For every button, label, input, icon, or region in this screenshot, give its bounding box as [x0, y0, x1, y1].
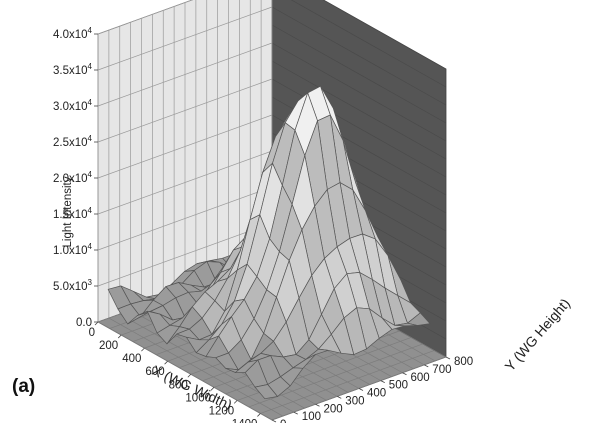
x-tick-label: 1400 — [232, 419, 258, 423]
z-tick-label: 2.0x104 — [53, 170, 93, 185]
y-tick-label: 600 — [411, 372, 430, 384]
y-tick-mark — [380, 380, 385, 383]
y-tick-label: 800 — [454, 356, 473, 368]
x-tick-label: 200 — [99, 340, 118, 352]
grid-line — [271, 60, 447, 160]
grid-line — [271, 78, 447, 178]
grid-line — [322, 0, 447, 70]
y-tick-mark — [271, 419, 277, 423]
grid-line — [290, 0, 447, 88]
x-tick-label: 1200 — [209, 405, 235, 417]
y-tick-label: 100 — [302, 411, 321, 423]
x-tick-mark — [257, 413, 261, 417]
z-axis-ticks: 0.0 5.0x103 1.0x104 1.5x104 2.0x104 2.5x104 3.… — [53, 26, 98, 329]
y-tick-label: 400 — [367, 388, 386, 400]
y-tick-label: 300 — [345, 395, 364, 407]
grid-line — [271, 24, 447, 124]
z-tick-label: 2.5x104 — [53, 134, 93, 149]
y-tick-mark — [358, 388, 364, 391]
z-axis-title: Light Intensity — [62, 176, 74, 247]
y-tick-label: 700 — [432, 364, 451, 376]
x-tick-label: 800 — [169, 379, 188, 391]
y-tick-mark — [424, 364, 429, 368]
x-tick-mark — [233, 400, 238, 404]
x-tick-mark — [117, 334, 122, 339]
y-tick-mark — [293, 411, 298, 415]
y-axis-title: Y (WG Height) — [501, 295, 573, 374]
x-tick-mark — [164, 360, 168, 365]
y-tick-mark — [337, 396, 342, 399]
x-tick-mark — [210, 387, 215, 391]
y-tick-mark — [315, 403, 320, 407]
x-tick-label: 1000 — [185, 392, 211, 404]
x-tick-label: 400 — [122, 353, 141, 365]
surface-patch — [254, 384, 278, 400]
x-tick-label: 0 — [89, 327, 95, 339]
x-tick-mark — [94, 321, 99, 326]
z-tick-label: 3.0x104 — [53, 98, 93, 113]
x-tick-label: 600 — [145, 366, 164, 378]
y-tick-mark — [445, 356, 451, 360]
grid-line — [97, 321, 273, 421]
x-tick-mark — [141, 347, 145, 352]
z-tick-label: 1.0x104 — [53, 242, 93, 257]
z-tick-label: 5.0x103 — [53, 278, 93, 293]
surface-mesh — [107, 85, 431, 400]
grid-line — [271, 6, 447, 106]
y-tick-label: 0 — [280, 419, 286, 423]
grid-line — [271, 42, 447, 142]
z-tick-label: 3.5x104 — [53, 62, 93, 77]
z-tick-label: 4.0x104 — [53, 26, 93, 41]
y-tick-label: 500 — [389, 380, 408, 392]
y-tick-mark — [402, 372, 407, 376]
grid-line — [108, 317, 284, 417]
z-tick-label: 1.5x104 — [53, 206, 93, 221]
x-tick-mark — [187, 373, 192, 378]
y-tick-label: 200 — [324, 403, 343, 415]
panel-label: (a) — [12, 376, 35, 397]
z-tick-label: 0.0 — [76, 317, 92, 329]
